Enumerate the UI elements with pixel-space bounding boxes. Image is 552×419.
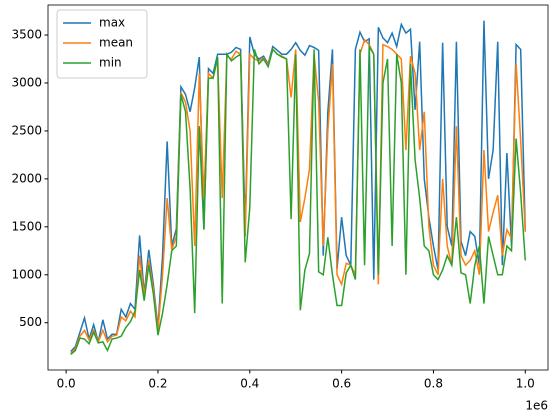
y-tick-label: 3000 <box>11 75 42 89</box>
y-tick-label: 2000 <box>11 171 42 185</box>
legend-label: mean <box>99 36 133 50</box>
legend-label: max <box>99 16 125 30</box>
legend-box <box>56 9 148 79</box>
legend-label: min <box>99 56 122 70</box>
x-tick-label: 1.0 <box>516 377 535 391</box>
line-max <box>70 20 527 353</box>
y-tick-label: 500 <box>19 315 42 329</box>
x-tick-label: 0.6 <box>332 377 351 391</box>
x-tick-label: 0.2 <box>148 377 167 391</box>
line-min <box>70 43 527 355</box>
x-tick-label: 0.8 <box>424 377 443 391</box>
x-offset-label: 1e6 <box>525 399 548 413</box>
y-tick-label: 3500 <box>11 28 42 42</box>
axes-frame <box>47 4 549 371</box>
y-tick-label: 2500 <box>11 123 42 137</box>
x-tick-label: 0.4 <box>240 377 259 391</box>
y-tick-label: 1000 <box>11 267 42 281</box>
y-tick-label: 1500 <box>11 219 42 233</box>
x-tick-label: 0.0 <box>57 377 76 391</box>
